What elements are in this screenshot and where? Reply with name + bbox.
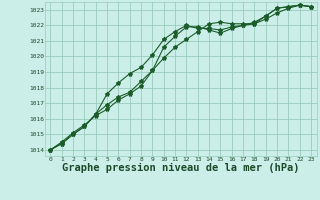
X-axis label: Graphe pression niveau de la mer (hPa): Graphe pression niveau de la mer (hPa) xyxy=(62,163,300,173)
